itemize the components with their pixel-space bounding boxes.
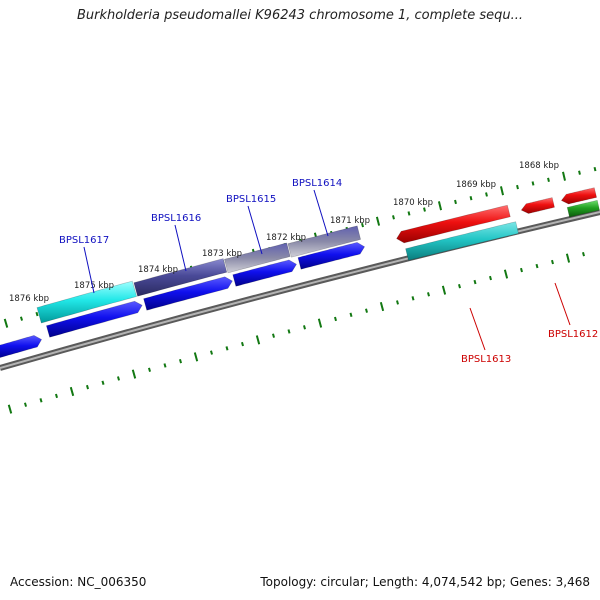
outer-ruler-major-tick (499, 186, 505, 196)
inner-ruler-minor-tick (303, 325, 306, 330)
kbp-tick-label: 1875 kbp (74, 281, 114, 291)
inner-ruler-major-tick (317, 318, 323, 328)
kbp-tick-label: 1872 kbp (266, 233, 306, 243)
inner-ruler-major-tick (503, 269, 509, 279)
map-title: Burkholderia pseudomallei K96243 chromos… (76, 8, 524, 23)
outer-ruler-minor-tick (423, 207, 426, 212)
inner-ruler-minor-tick (396, 300, 399, 305)
inner-ruler-minor-tick (535, 263, 539, 269)
inner-ruler-minor-tick (241, 341, 244, 347)
inner-ruler-major-tick (441, 285, 447, 295)
outer-ruler-minor-tick (469, 196, 473, 201)
inner-ruler-minor-tick (458, 283, 461, 289)
inner-ruler-major-tick (379, 301, 385, 312)
gene-label-leader (554, 282, 571, 326)
outer-ruler-minor-tick (454, 199, 457, 205)
inner-ruler-minor-tick (23, 402, 28, 407)
outer-ruler-minor-tick (361, 222, 364, 228)
inner-ruler-minor-tick (85, 384, 90, 390)
gene-label[interactable]: BPSL1617 (59, 235, 109, 246)
kbp-tick-label: 1871 kbp (330, 216, 370, 226)
gene-arrow-reverse[interactable] (560, 187, 597, 205)
gene-label[interactable]: BPSL1615 (226, 194, 276, 205)
gene-label[interactable]: BPSL1614 (292, 178, 342, 189)
inner-ruler-minor-tick (39, 398, 43, 403)
gene-label[interactable]: BPSL1613 (461, 354, 511, 365)
gene-bpsl1615[interactable] (224, 242, 291, 274)
gene-label-leader (469, 307, 486, 351)
inner-ruler-minor-tick (287, 329, 291, 334)
gene-label[interactable]: BPSL1616 (151, 213, 201, 224)
inner-ruler-minor-tick (489, 275, 492, 281)
outer-ruler-minor-tick (578, 170, 581, 175)
gene-label[interactable]: BPSL1612 (548, 329, 598, 340)
kbp-tick-label: 1876 kbp (9, 294, 49, 304)
inner-ruler-minor-tick (148, 367, 151, 372)
inner-ruler-minor-tick (163, 363, 167, 368)
kbp-tick-label: 1870 kbp (393, 198, 433, 208)
outer-ruler-minor-tick (407, 211, 411, 216)
outer-ruler-minor-tick (485, 192, 488, 197)
gene-bplsl1617[interactable] (36, 280, 137, 324)
outer-ruler-minor-tick (392, 215, 395, 220)
inner-ruler-major-tick (255, 335, 261, 345)
inner-ruler-major-tick (193, 352, 199, 362)
gene-label-leader (174, 224, 187, 272)
kbp-tick-label: 1873 kbp (202, 249, 242, 259)
genome-summary: Topology: circular; Length: 4,074,542 bp… (260, 575, 590, 589)
inner-ruler-major-tick (7, 404, 13, 414)
gene-label-leader (83, 246, 95, 294)
inner-ruler-minor-tick (210, 350, 213, 355)
inner-ruler-major-tick (131, 369, 137, 379)
inner-ruler-minor-tick (427, 292, 430, 297)
gene-bpsl1612[interactable] (520, 197, 555, 214)
inner-ruler-minor-tick (551, 259, 554, 265)
outer-ruler-minor-tick (593, 166, 597, 172)
inner-ruler-minor-tick (334, 316, 337, 322)
gene-arrow-forward[interactable] (46, 300, 143, 338)
inner-ruler-minor-tick (520, 267, 523, 273)
outer-ruler-minor-tick (547, 177, 550, 183)
gene-arrow-forward[interactable] (297, 242, 366, 270)
inner-ruler-minor-tick (473, 279, 477, 285)
outer-ruler-major-tick (375, 216, 381, 226)
outer-ruler-minor-tick (35, 311, 39, 317)
inner-ruler-major-tick (69, 386, 75, 397)
outer-ruler-major-tick (3, 318, 9, 328)
inner-ruler-minor-tick (116, 376, 121, 381)
inner-ruler-minor-tick (54, 393, 59, 399)
inner-ruler-minor-tick (411, 296, 415, 301)
inner-ruler-minor-tick (272, 333, 275, 338)
outer-ruler-major-tick (437, 201, 443, 211)
outer-ruler-minor-tick (516, 184, 519, 190)
gene-arrow-forward[interactable] (0, 335, 43, 358)
inner-ruler-major-tick (565, 253, 571, 263)
gene-arrow-forward[interactable] (143, 276, 233, 311)
gene-bpsl1613[interactable] (396, 204, 511, 244)
outer-ruler-major-tick (562, 171, 566, 181)
inner-ruler-minor-tick (582, 252, 585, 257)
inner-ruler-minor-tick (349, 312, 353, 317)
inner-ruler-minor-tick (365, 308, 368, 313)
gene-arrow-forward[interactable] (232, 259, 297, 287)
outer-ruler-minor-tick (531, 181, 535, 186)
gene-label-leader (313, 189, 329, 237)
gene-label-leader (247, 205, 263, 255)
inner-ruler-minor-tick (179, 358, 182, 364)
inner-ruler-minor-tick (225, 346, 229, 351)
gene-bpsl1616[interactable] (133, 258, 228, 297)
kbp-tick-label: 1874 kbp (138, 265, 178, 275)
gene-bpsl1613-track[interactable] (405, 221, 519, 261)
outer-ruler-minor-tick (19, 316, 24, 321)
kbp-tick-label: 1868 kbp (519, 161, 559, 171)
accession-label: Accession: NC_006350 (10, 575, 147, 589)
gene-bpsl1614[interactable] (287, 225, 361, 258)
inner-ruler-minor-tick (101, 380, 105, 385)
kbp-tick-label: 1869 kbp (456, 180, 496, 190)
